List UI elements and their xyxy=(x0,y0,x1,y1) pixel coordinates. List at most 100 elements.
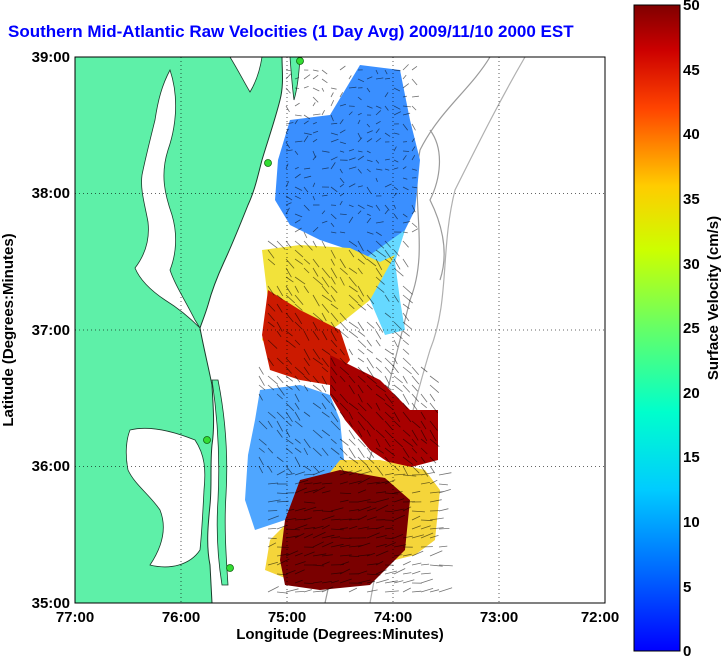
velocity-arrow xyxy=(429,420,438,431)
velocity-arrow xyxy=(285,550,299,557)
velocity-arrow xyxy=(357,456,368,466)
velocity-arrow xyxy=(438,483,448,486)
velocity-arrow xyxy=(348,157,356,161)
velocity-arrow xyxy=(330,375,337,384)
velocity-arrow xyxy=(393,159,399,163)
velocity-arrow xyxy=(384,348,394,356)
velocity-arrow xyxy=(384,158,390,161)
velocity-arrow xyxy=(267,499,281,503)
velocity-arrow xyxy=(429,429,437,442)
velocity-arrow xyxy=(411,447,418,454)
velocity-arrow xyxy=(285,447,293,454)
velocity-arrow xyxy=(411,168,417,171)
velocity-arrow xyxy=(303,357,310,367)
station-marker xyxy=(226,564,234,572)
velocity-arrow xyxy=(384,375,390,385)
velocity-arrow xyxy=(393,132,400,135)
colorbar: 0 5 10 15 20 25 30 35 40 45 50 Surface V… xyxy=(633,0,722,659)
velocity-arrow xyxy=(393,146,397,152)
velocity-arrow xyxy=(258,456,264,466)
velocity-arrow xyxy=(330,357,336,367)
velocity-arrow xyxy=(285,122,294,125)
velocity-arrow xyxy=(330,393,339,403)
velocity-arrow xyxy=(312,276,324,286)
velocity-arrow xyxy=(357,348,365,355)
velocity-arrow xyxy=(366,150,371,154)
velocity-arrow xyxy=(366,552,376,557)
velocity-arrow xyxy=(375,561,384,566)
velocity-arrow xyxy=(384,492,399,495)
velocity-arrow xyxy=(285,429,291,438)
velocity-arrow xyxy=(294,447,302,453)
velocity-arrow xyxy=(375,168,383,171)
velocity-arrow xyxy=(348,294,359,304)
velocity-arrow xyxy=(267,586,279,593)
velocity-arrow xyxy=(402,572,412,575)
velocity-arrow xyxy=(357,471,371,476)
velocity-arrow xyxy=(267,515,279,521)
velocity-arrow xyxy=(330,518,341,521)
velocity-arrow xyxy=(384,384,392,391)
velocity-arrow xyxy=(312,113,321,116)
velocity-arrow xyxy=(294,533,305,539)
velocity-arrow xyxy=(357,155,365,161)
velocity-arrow xyxy=(357,506,372,512)
velocity-arrow xyxy=(402,506,412,512)
velocity-arrow xyxy=(330,402,337,411)
velocity-arrow xyxy=(303,506,317,512)
velocity-arrow xyxy=(276,524,288,530)
velocity-arrow xyxy=(357,339,367,348)
velocity-arrow xyxy=(348,149,355,152)
velocity-arrow xyxy=(402,561,411,566)
velocity-arrow xyxy=(420,532,434,539)
velocity-arrow xyxy=(348,420,353,428)
velocity-arrow xyxy=(267,384,275,391)
velocity-arrow xyxy=(375,120,381,125)
velocity-arrow xyxy=(366,339,372,347)
velocity-arrow xyxy=(420,578,433,584)
velocity-arrow xyxy=(402,303,410,310)
velocity-arrow xyxy=(285,535,299,539)
velocity-arrow xyxy=(294,114,302,117)
velocity-arrow xyxy=(411,525,421,530)
velocity-arrow xyxy=(294,219,301,224)
velocity-arrow xyxy=(285,473,295,476)
velocity-arrow xyxy=(348,330,359,339)
velocity-arrow xyxy=(348,303,355,310)
velocity-arrow xyxy=(312,155,317,161)
velocity-arrow xyxy=(420,393,428,403)
velocity-arrow xyxy=(294,186,303,191)
velocity-arrow xyxy=(420,402,427,409)
velocity-arrow xyxy=(339,119,344,125)
velocity-arrow xyxy=(402,221,411,224)
velocity-arrow xyxy=(294,518,307,521)
velocity-arrow xyxy=(339,456,347,463)
velocity-arrow xyxy=(330,222,335,228)
velocity-arrow xyxy=(375,543,387,548)
velocity-arrow xyxy=(384,429,394,439)
velocity-arrow xyxy=(384,77,391,80)
velocity-arrow xyxy=(357,78,365,83)
velocity-arrow xyxy=(375,535,387,539)
velocity-arrow xyxy=(384,357,395,367)
velocity-arrow xyxy=(402,83,410,89)
velocity-arrow xyxy=(366,231,374,235)
velocity-arrow xyxy=(375,438,381,447)
velocity-arrow xyxy=(303,167,311,170)
plot-frame xyxy=(74,56,606,604)
velocity-arrow xyxy=(267,285,275,296)
velocity-arrow xyxy=(375,231,382,236)
velocity-arrow xyxy=(312,195,316,201)
velocity-arrow xyxy=(357,285,365,297)
y-axis-ticks: 35:00 36:00 37:00 38:00 39:00 xyxy=(32,49,70,612)
velocity-arrow xyxy=(411,465,420,474)
velocity-arrow xyxy=(357,330,366,337)
velocity-arrow xyxy=(393,321,402,330)
velocity-arrow xyxy=(429,491,444,494)
x-tick-label: 75:00 xyxy=(268,609,306,626)
velocity-arrow xyxy=(339,447,348,456)
velocity-arrow xyxy=(303,473,315,476)
velocity-arrow xyxy=(375,249,387,258)
velocity-arrow xyxy=(348,384,355,395)
velocity-arrow xyxy=(321,285,329,295)
